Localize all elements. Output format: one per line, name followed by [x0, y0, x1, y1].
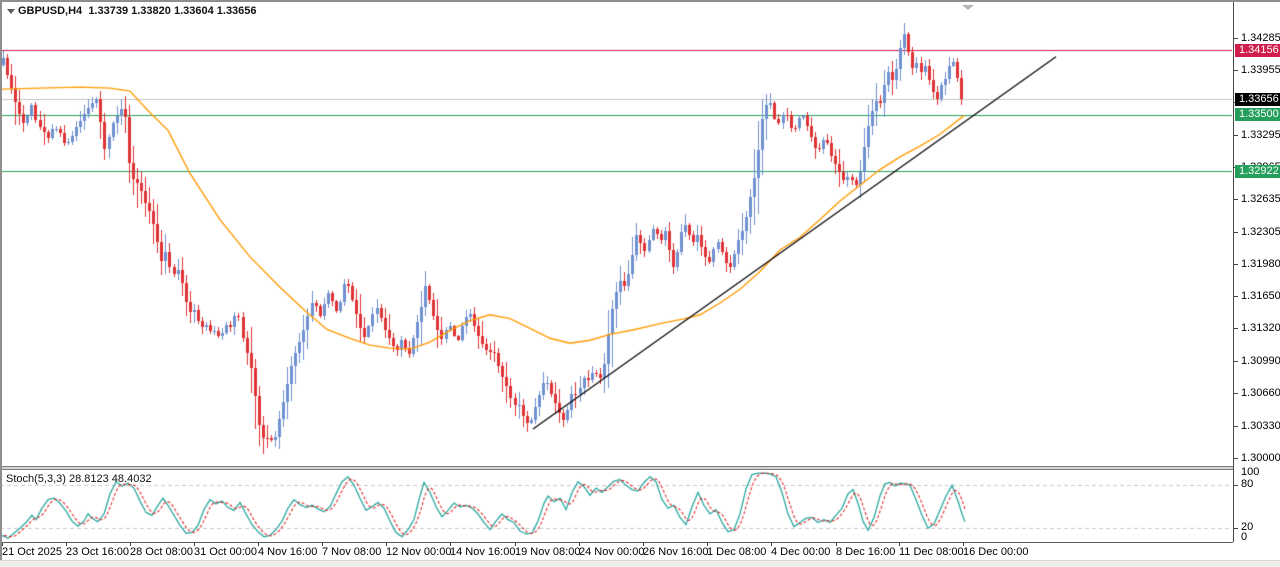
date-axis[interactable]: 21 Oct 2025 23 Oct 16:00 28 Oct 08:00 31 Oc… — [0, 542, 1280, 560]
date-tick-mark — [963, 542, 964, 546]
price-tick-label: 1.32635 — [1241, 193, 1280, 205]
date-tick-label: 4 Dec 00:00 — [771, 546, 831, 558]
main-chart-pane[interactable]: GBPUSD,H4 1.33739 1.33820 1.33604 1.3365… — [0, 0, 1233, 466]
chart-title: GBPUSD,H4 1.33739 1.33820 1.33604 1.3365… — [18, 5, 257, 17]
date-tick-mark — [836, 542, 837, 546]
price-tick-label: 1.30990 — [1241, 355, 1280, 367]
date-tick-mark — [450, 542, 451, 546]
price-tick-mark — [1234, 70, 1238, 71]
date-tick-label: 21 Oct 2025 — [2, 546, 62, 558]
date-tick-label: 4 Nov 16:00 — [258, 546, 318, 558]
current-price-badge: 1.33656 — [1235, 93, 1280, 106]
pane-separator[interactable] — [0, 466, 1233, 470]
price-tick-label: 1.30660 — [1241, 387, 1280, 399]
window-top-border — [0, 0, 1280, 2]
price-tick-label: 1.30000 — [1241, 452, 1280, 464]
date-tick-label: 23 Oct 16:00 — [66, 546, 129, 558]
date-tick-label: 28 Oct 08:00 — [130, 546, 193, 558]
support2-price-badge: 1.32922 — [1235, 165, 1280, 178]
stochastic-canvas[interactable] — [0, 470, 1233, 542]
date-tick-mark — [707, 542, 708, 546]
date-tick-mark — [771, 542, 772, 546]
price-tick-mark — [1234, 458, 1238, 459]
date-tick-mark — [66, 542, 67, 546]
date-tick-label: 19 Nov 08:00 — [515, 546, 581, 558]
support1-price-badge: 1.33500 — [1235, 108, 1280, 121]
date-tick-label: 31 Oct 00:00 — [194, 546, 257, 558]
symbol-dropdown-icon[interactable] — [7, 9, 15, 14]
date-tick-label: 1 Dec 08:00 — [707, 546, 767, 558]
price-tick-mark — [1234, 393, 1238, 394]
price-tick-label: 1.33295 — [1241, 129, 1280, 141]
date-tick-label: 26 Nov 16:00 — [643, 546, 709, 558]
date-tick-mark — [130, 542, 131, 546]
date-tick-mark — [194, 542, 195, 546]
stoch-axis-label: 0 — [1241, 531, 1248, 543]
date-tick-label: 24 Nov 00:00 — [579, 546, 645, 558]
date-tick-mark — [643, 542, 644, 546]
stochastic-label: Stoch(5,3,3) 28.8123 48.4032 — [6, 473, 152, 485]
symbol-period-label: GBPUSD,H4 — [18, 5, 83, 17]
date-tick-mark — [2, 542, 3, 546]
price-tick-mark — [1234, 38, 1238, 39]
date-tick-label: 12 Nov 00:00 — [386, 546, 452, 558]
price-tick-label: 1.33955 — [1241, 64, 1280, 76]
date-tick-label: 8 Dec 16:00 — [836, 546, 896, 558]
ohlc-readout: 1.33739 1.33820 1.33604 1.33656 — [88, 5, 257, 17]
price-tick-mark — [1234, 328, 1238, 329]
autoscroll-marker-icon — [962, 5, 974, 10]
price-tick-mark — [1234, 264, 1238, 265]
date-tick-mark — [515, 542, 516, 546]
price-tick-mark — [1234, 361, 1238, 362]
price-tick-label: 1.34285 — [1241, 32, 1280, 44]
stoch-axis-label: 100 — [1241, 466, 1260, 478]
resistance-price-badge: 1.34156 — [1235, 44, 1280, 57]
price-tick-mark — [1234, 199, 1238, 200]
price-tick-label: 1.31650 — [1241, 290, 1280, 302]
bottom-strip — [0, 560, 1280, 567]
price-axis[interactable]: 1.342851.339551.336251.332951.329651.326… — [1233, 0, 1280, 543]
date-tick-mark — [899, 542, 900, 546]
price-tick-label: 1.31980 — [1241, 258, 1280, 270]
price-tick-label: 1.30330 — [1241, 420, 1280, 432]
window-left-border — [0, 0, 2, 560]
date-tick-label: 11 Dec 08:00 — [899, 546, 964, 558]
date-tick-mark — [579, 542, 580, 546]
price-tick-mark — [1234, 135, 1238, 136]
main-chart-canvas[interactable] — [0, 0, 1233, 466]
price-tick-label: 1.31320 — [1241, 322, 1280, 334]
date-tick-label: 7 Nov 08:00 — [322, 546, 382, 558]
price-tick-mark — [1234, 232, 1238, 233]
price-tick-mark — [1234, 296, 1238, 297]
date-tick-mark — [322, 542, 323, 546]
stoch-axis-label: 20 — [1241, 521, 1254, 533]
stoch-tick-mark — [1234, 485, 1238, 486]
price-tick-label: 1.32305 — [1241, 226, 1280, 238]
date-tick-mark — [258, 542, 259, 546]
date-tick-mark — [386, 542, 387, 546]
date-tick-label: 14 Nov 16:00 — [450, 546, 516, 558]
stochastic-pane[interactable] — [0, 470, 1233, 543]
stoch-tick-mark — [1234, 528, 1238, 529]
price-tick-mark — [1234, 426, 1238, 427]
stoch-axis-label: 80 — [1241, 478, 1254, 490]
date-tick-label: 16 Dec 00:00 — [963, 546, 1029, 558]
